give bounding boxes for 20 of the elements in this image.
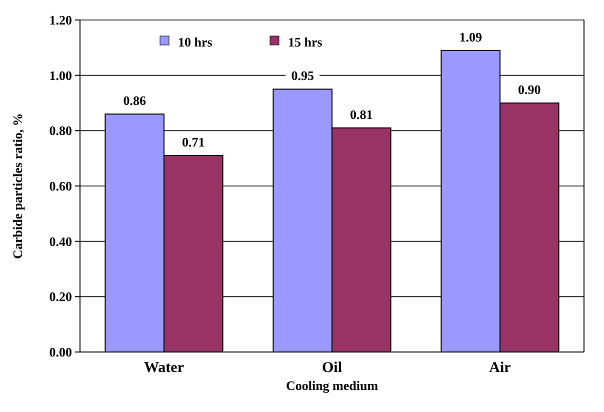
y-tick-label: 0.60 (49, 178, 72, 194)
y-tick-label: 0.00 (49, 344, 72, 360)
data-label: 0.90 (518, 82, 541, 97)
data-label: 0.71 (182, 134, 205, 150)
y-tick-label: 0.80 (49, 123, 72, 138)
y-tick-label: 1.00 (49, 68, 72, 83)
data-label: 0.95 (291, 68, 314, 84)
legend-label: 15 hrs (288, 34, 322, 50)
y-tick-label: 0.20 (49, 289, 72, 304)
x-tick-label: Air (489, 360, 512, 376)
x-tick-label: Oil (322, 360, 342, 376)
y-tick-label: 0.40 (49, 234, 72, 249)
data-label: 1.09 (459, 29, 482, 44)
x-tick-label: Water (144, 360, 184, 376)
y-axis-title: Carbide particles ratio, % (10, 113, 25, 259)
data-label: 0.86 (123, 93, 146, 108)
x-axis-title: Cooling medium (286, 378, 378, 393)
y-tick-label: 1.20 (49, 12, 72, 28)
legend-label: 10 hrs (178, 34, 212, 50)
data-label: 0.81 (350, 106, 373, 122)
